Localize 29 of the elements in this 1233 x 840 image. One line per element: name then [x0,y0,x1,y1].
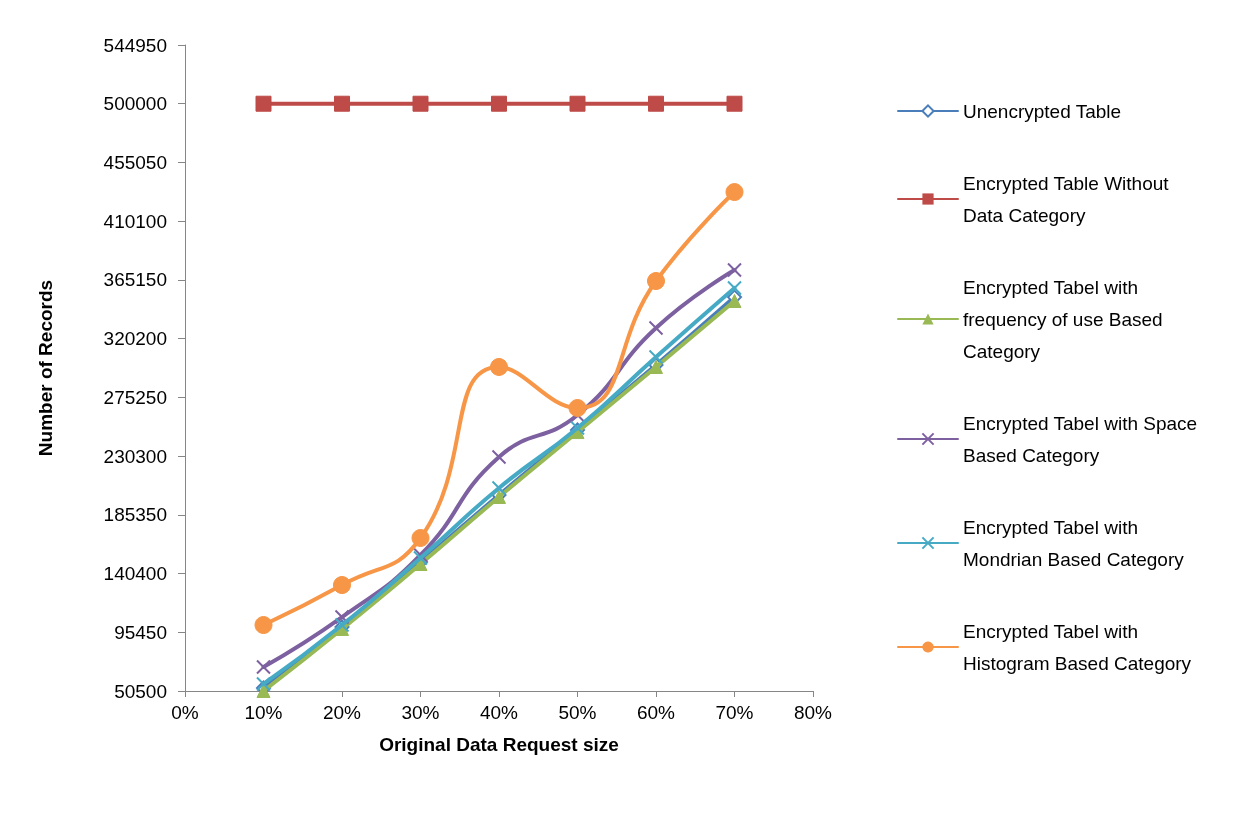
x-tick-label: 10% [244,702,283,723]
y-tick-label: 455050 [103,151,167,173]
x-tick-label: 30% [401,702,440,723]
y-tick-label: 185350 [103,504,167,526]
y-tick-label: 320200 [103,328,167,350]
y-tick-label: 544950 [103,34,167,56]
legend-label: Encrypted Tabel with Mondrian Based Category [963,516,1185,570]
x-tick-label: 60% [636,702,676,723]
legend-label: Unencrypted Table [963,100,1122,122]
y-tick-label: 230300 [103,445,167,467]
y-tick-label: 500000 [103,93,167,115]
x-tick-label: 40% [479,702,519,723]
x-tick-label: 70% [715,702,754,723]
legend-label: Encrypted Tabel with Space Based Category [963,412,1203,466]
legend-label: Encrypted Tabel with frequency of use Based Category [963,276,1168,362]
legend-label: Encrypted Tabel with Histogram Based Category [963,620,1192,674]
y-tick-label: 275250 [103,386,167,408]
y-tick-label: 410100 [103,210,167,232]
x-axis-title: Original Data Request size [379,734,619,755]
y-axis-title: Number of Records [35,279,56,457]
x-tick-label: 20% [322,702,362,723]
x-tick-label: 50% [558,702,597,723]
y-tick-label: 95450 [114,621,167,643]
y-tick-label: 50500 [114,680,167,702]
x-tick-label: 80% [793,702,833,723]
y-tick-label: 365150 [103,269,167,291]
legend-label: Encrypted Table Without Data Category [963,172,1174,226]
x-tick-label: 0% [171,702,199,723]
y-tick-label: 140400 [103,563,167,585]
